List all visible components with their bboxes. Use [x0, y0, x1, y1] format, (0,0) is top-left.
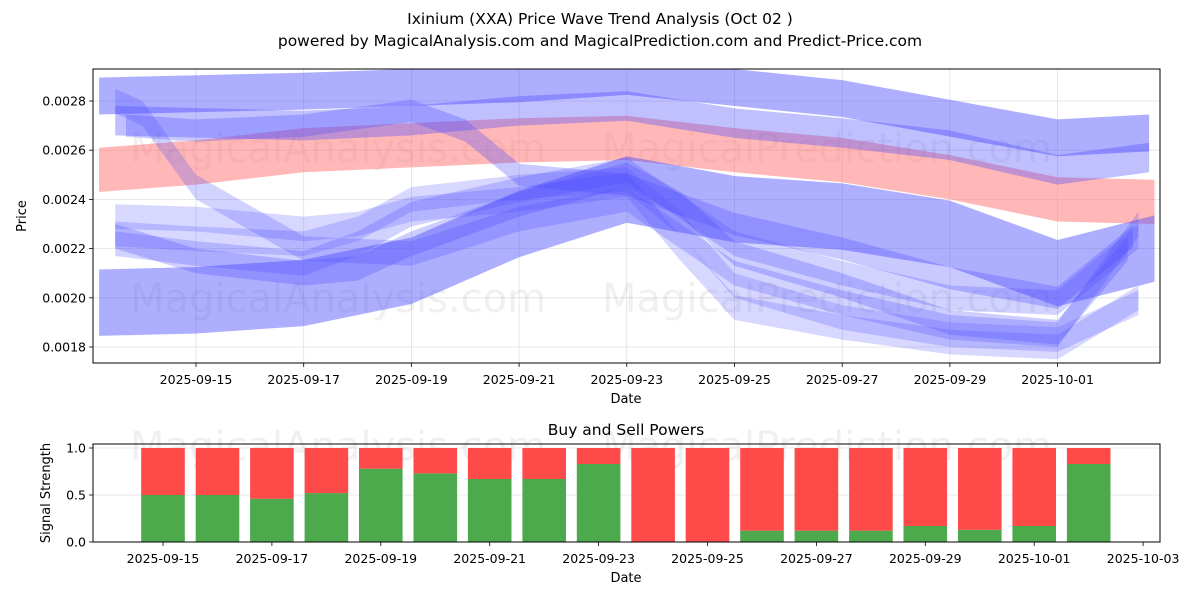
signal-x-tick-label: 2025-09-27 [780, 551, 853, 566]
band-wave-a [115, 88, 1139, 347]
signal-x-tick-label: 2025-09-19 [344, 551, 417, 566]
price-bands [99, 69, 1155, 360]
sell-bar [631, 448, 675, 542]
chart-subtitle: powered by MagicalAnalysis.com and Magic… [277, 32, 923, 50]
signal-x-tick-label: 2025-09-25 [671, 551, 744, 566]
price-x-tick-label: 2025-09-19 [375, 372, 448, 387]
band-wave-c [115, 172, 1139, 360]
band-trend-red [99, 115, 1155, 224]
sell-bar [849, 448, 893, 531]
sell-bar [413, 448, 458, 474]
buy-bar [141, 495, 185, 542]
sell-bar [359, 448, 403, 469]
signal-x-tick-label: 2025-09-21 [453, 551, 526, 566]
chart-title: Ixinium (XXA) Price Wave Trend Analysis … [407, 10, 793, 28]
price-x-tick-label: 2025-10-01 [1021, 372, 1094, 387]
signal-y-tick-label: 0.0 [66, 535, 86, 550]
buy-bar [467, 479, 512, 542]
price-x-axis: 2025-09-15 2025-09-17 2025-09-19 2025-09-21… [160, 363, 1094, 387]
band-wave-b [115, 167, 1139, 352]
buy-bar [903, 526, 948, 542]
price-x-axis-label: Date [610, 392, 641, 407]
band-wave-purple [115, 91, 1150, 185]
price-y-axis: 0.0018 0.0020 0.0022 0.0024 0.0026 0.0028 [42, 94, 93, 355]
buy-bar [958, 529, 1002, 542]
price-x-tick-label: 2025-09-23 [590, 372, 663, 387]
sell-bar [195, 448, 240, 495]
signal-x-tick-label: 2025-10-01 [998, 551, 1071, 566]
sell-bar [794, 448, 839, 531]
price-y-tick-label: 0.0028 [42, 94, 86, 109]
buy-bar [1066, 464, 1111, 542]
buy-bar [1012, 526, 1056, 542]
sell-bar [576, 448, 621, 464]
sell-bar [958, 448, 1002, 530]
buy-bar [740, 530, 784, 542]
signal-y-axis-label: Signal Strength [39, 443, 54, 543]
signal-x-tick-label: 2025-09-29 [889, 551, 962, 566]
band-wave-top [99, 69, 1150, 157]
sell-bar [467, 448, 512, 479]
watermark-text: MagicalPrediction.com [602, 276, 1052, 322]
buy-bar [576, 464, 621, 542]
signal-bars [141, 448, 1111, 542]
sell-bar [1066, 448, 1111, 464]
price-y-axis-label: Price [15, 200, 30, 232]
signal-plot-frame [92, 443, 1161, 543]
price-x-tick-label: 2025-09-15 [160, 372, 233, 387]
signal-x-tick-label: 2025-09-15 [127, 551, 200, 566]
buy-bar [413, 473, 458, 542]
buy-bar [359, 468, 403, 542]
signal-x-axis-label: Date [610, 571, 641, 586]
price-y-tick-label: 0.0024 [42, 192, 86, 207]
sell-bar [903, 448, 948, 526]
signal-x-tick-label: 2025-09-23 [562, 551, 635, 566]
price-y-tick-label: 0.0026 [42, 143, 86, 158]
buy-bar [250, 498, 294, 542]
price-x-tick-label: 2025-09-29 [914, 372, 987, 387]
band-wave-low [99, 156, 1155, 336]
sell-bar [685, 448, 730, 542]
price-y-tick-label: 0.0020 [42, 290, 86, 305]
sell-bar [522, 448, 566, 479]
sell-bar [740, 448, 784, 531]
band-wave-f [115, 162, 1128, 345]
signal-x-tick-label: 2025-09-17 [236, 551, 309, 566]
price-y-tick-label: 0.0018 [42, 340, 86, 355]
buy-bar [849, 530, 893, 542]
buy-bar [195, 495, 240, 542]
watermark-text: MagicalAnalysis.com [130, 276, 546, 322]
price-x-tick-label: 2025-09-17 [267, 372, 340, 387]
band-wave-e [126, 99, 1133, 309]
buy-bar [304, 493, 349, 542]
price-x-tick-label: 2025-09-27 [806, 372, 879, 387]
sell-bar [250, 448, 294, 499]
signal-y-tick-label: 1.0 [66, 441, 86, 456]
signal-x-axis: 2025-09-15 2025-09-17 2025-09-19 2025-09-21… [127, 542, 1180, 566]
sell-bar [1012, 448, 1056, 526]
buy-bar [522, 479, 566, 542]
signal-y-axis: 0.0 0.5 1.0 [66, 441, 93, 550]
price-y-tick-label: 0.0022 [42, 241, 86, 256]
sell-bar [304, 448, 349, 494]
signal-y-tick-label: 0.5 [66, 488, 86, 503]
signal-chart-title: Buy and Sell Powers [548, 421, 705, 439]
sell-bar [141, 448, 185, 495]
signal-x-tick-label: 2025-10-03 [1107, 551, 1180, 566]
band-wave-d [115, 157, 1139, 315]
price-x-tick-label: 2025-09-25 [698, 372, 771, 387]
price-x-tick-label: 2025-09-21 [483, 372, 556, 387]
buy-bar [794, 530, 839, 542]
